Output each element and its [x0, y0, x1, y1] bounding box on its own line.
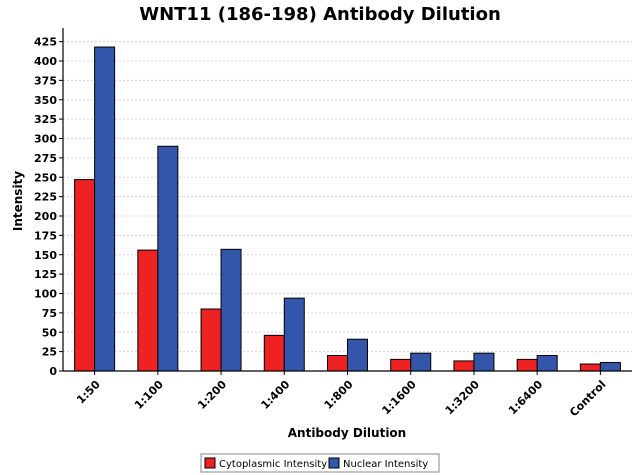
bar-cytoplasmic	[516, 358, 538, 372]
bar-cytoplasmic	[200, 308, 222, 372]
y-tick-label: 175	[34, 229, 57, 242]
y-tick-label: 300	[34, 133, 57, 146]
y-tick-label: 225	[34, 191, 57, 204]
y-axis-title: Intensity	[11, 171, 25, 231]
x-tick-label: 1:1600	[379, 378, 419, 418]
legend: Cytoplasmic Intensity Nuclear Intensity	[200, 453, 440, 473]
y-tick-label: 125	[34, 268, 57, 281]
x-tick-label: 1:6400	[506, 378, 546, 418]
y-tick-label: 350	[34, 94, 57, 107]
y-tick-label: 50	[42, 326, 58, 339]
bar-cytoplasmic	[137, 249, 159, 372]
y-tick-label: 425	[34, 36, 57, 49]
x-tick-label: 1:50	[74, 378, 103, 407]
y-tick-label: 375	[34, 74, 57, 87]
x-tick-label: 1:200	[195, 378, 229, 412]
bar-nuclear	[283, 297, 305, 372]
x-tick-label: 1:3200	[443, 378, 483, 418]
bar-cytoplasmic	[390, 358, 412, 372]
axes	[59, 28, 632, 375]
y-tick-label: 400	[34, 55, 57, 68]
x-axis-title: Antibody Dilution	[288, 426, 406, 440]
y-tick-label: 150	[34, 249, 57, 262]
gridlines	[63, 41, 632, 353]
y-tick-label: 100	[34, 288, 57, 301]
legend-box	[200, 453, 440, 473]
y-tick-label: 325	[34, 113, 57, 126]
x-tick-label: Control	[567, 378, 608, 419]
bar-nuclear	[410, 352, 432, 372]
bar-cytoplasmic	[579, 363, 601, 372]
bar-cytoplasmic	[74, 179, 96, 372]
bar-cytoplasmic	[453, 360, 475, 372]
legend-swatch	[204, 457, 216, 469]
legend-label: Cytoplasmic Intensity	[219, 459, 327, 470]
y-tick-label: 0	[49, 365, 57, 378]
y-tick-label: 200	[34, 210, 57, 223]
bar-nuclear	[157, 145, 179, 372]
y-tick-label: 275	[34, 152, 57, 165]
x-tick-labels: 1:50 1:100 1:200 1:400 1:800 1:1600 1:3200 1:64…	[74, 378, 608, 420]
legend-swatch	[328, 457, 340, 469]
bars	[74, 46, 621, 372]
bar-nuclear	[599, 361, 621, 372]
bar-nuclear	[94, 46, 116, 372]
chart-title: WNT11 (186-198) Antibody Dilution	[139, 4, 501, 25]
bar-nuclear	[347, 338, 368, 372]
legend-label: Nuclear Intensity	[343, 459, 428, 470]
y-tick-label: 75	[42, 307, 57, 320]
y-tick-labels: 0 25 50 75 100 125 150 175 200 225 250 275 300 325 350…	[34, 36, 57, 378]
y-tick-label: 250	[34, 171, 57, 184]
bar-nuclear	[220, 248, 242, 372]
y-tick-label: 25	[42, 346, 57, 359]
bar-cytoplasmic	[263, 334, 285, 372]
x-tick-label: 1:100	[132, 378, 166, 412]
x-tick-label: 1:800	[322, 378, 356, 412]
x-tick-label: 1:400	[258, 378, 292, 412]
bar-cytoplasmic	[327, 355, 348, 372]
bar-nuclear	[473, 352, 495, 372]
bar-nuclear	[536, 355, 558, 372]
